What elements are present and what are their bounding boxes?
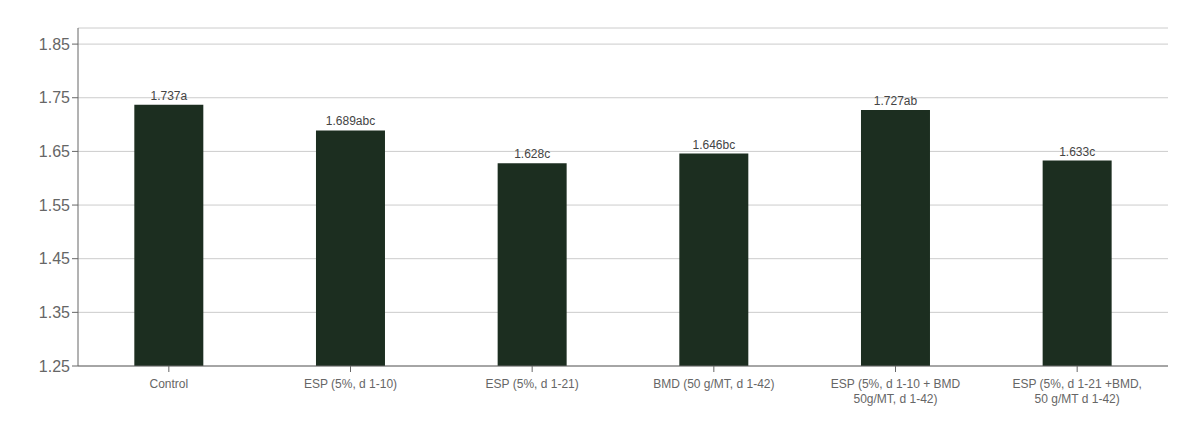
svg-text:1.727ab: 1.727ab [874,94,918,108]
svg-text:1.65: 1.65 [39,143,70,160]
svg-text:1.628c: 1.628c [514,147,550,161]
svg-text:1.45: 1.45 [39,250,70,267]
svg-text:1.75: 1.75 [39,89,70,106]
svg-text:1.633c: 1.633c [1059,145,1095,159]
svg-text:1.55: 1.55 [39,197,70,214]
svg-text:1.737a: 1.737a [150,89,187,103]
svg-text:BMD (50 g/MT, d 1-42): BMD (50 g/MT, d 1-42) [653,377,774,391]
svg-text:1.25: 1.25 [39,358,70,375]
svg-text:Control: Control [149,377,188,391]
svg-text:1.689abc: 1.689abc [326,114,375,128]
svg-text:1.85: 1.85 [39,36,70,53]
svg-text:ESP (5%, d 1-21): ESP (5%, d 1-21) [486,377,579,391]
svg-text:ESP (5%, d 1-21 +BMD,50 g/MT d: ESP (5%, d 1-21 +BMD,50 g/MT d 1-42) [1012,377,1142,406]
svg-text:1.35: 1.35 [39,304,70,321]
svg-text:1.646bc: 1.646bc [692,138,735,152]
svg-text:ESP (5%, d 1-10 + BMD50g/MT, d: ESP (5%, d 1-10 + BMD50g/MT, d 1-42) [831,377,961,406]
svg-text:ESP (5%, d 1-10): ESP (5%, d 1-10) [304,377,397,391]
